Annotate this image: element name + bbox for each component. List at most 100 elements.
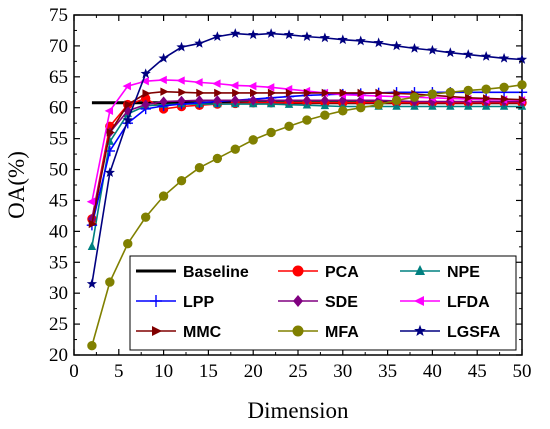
legend-marker (150, 295, 162, 307)
data-point-mmc (106, 128, 116, 137)
data-point-sde (231, 95, 240, 106)
data-point-lfda (248, 81, 257, 91)
data-point-mmc (250, 88, 259, 98)
data-point-lgsfa (248, 29, 259, 40)
data-point-mmc (393, 89, 402, 98)
legend-marker (293, 295, 303, 307)
data-point-sde (284, 95, 294, 106)
y-tick-label: 50 (49, 160, 68, 181)
legend-item-lgsfa: LGSFA (400, 324, 501, 341)
legend-item-mmc: MMC (136, 324, 222, 341)
series-line-lgsfa (91, 32, 523, 285)
legend-marker (292, 265, 304, 277)
data-point-lgsfa (337, 34, 348, 45)
data-point-mmc (357, 88, 366, 98)
legend-label: NPE (447, 264, 480, 281)
data-point-mfa (391, 95, 402, 106)
data-point-sde (266, 95, 276, 106)
data-point-lgsfa (86, 278, 98, 289)
series-layer (86, 28, 528, 351)
y-axis-title: OA(%) (4, 151, 29, 219)
legend-item-pca: PCA (278, 264, 359, 281)
y-tick-label: 55 (49, 129, 68, 150)
data-point-mfa (463, 85, 473, 96)
data-point-mfa (105, 277, 115, 287)
data-point-lgsfa (319, 32, 331, 43)
y-tick-label: 25 (49, 314, 68, 335)
data-point-lgsfa (265, 28, 277, 38)
data-point-mmc (124, 100, 133, 109)
data-point-mmc (321, 88, 331, 98)
data-point-lfda (176, 76, 185, 85)
data-point-lfda (158, 75, 167, 85)
y-tick-label: 65 (49, 67, 68, 88)
x-tick-label: 10 (154, 361, 173, 382)
y-tick-label: 60 (49, 98, 68, 119)
legend-marker (415, 265, 425, 275)
legend-label: LPP (183, 294, 214, 311)
y-tick-label: 70 (49, 36, 68, 57)
data-point-lgsfa (481, 51, 492, 61)
data-point-mfa (123, 239, 133, 249)
x-tick-label: 20 (244, 361, 263, 382)
data-point-mmc (160, 87, 169, 96)
data-point-npe (87, 241, 97, 251)
data-point-mmc (88, 219, 98, 229)
data-point-lgsfa (176, 41, 187, 52)
legend-item-npe: NPE (400, 264, 480, 281)
legend-box (129, 255, 517, 351)
data-point-lgsfa (212, 31, 223, 42)
data-point-mfa (373, 99, 384, 110)
data-point-mfa (266, 127, 276, 138)
data-point-mfa (158, 191, 169, 201)
legend-label: MFA (325, 324, 359, 341)
data-point-mfa (284, 121, 294, 131)
data-point-lfda (194, 78, 203, 87)
data-point-sde (213, 95, 222, 106)
data-point-lgsfa (498, 52, 510, 63)
data-point-lfda (104, 106, 114, 116)
data-point-mfa (356, 103, 366, 113)
data-point-mfa (212, 153, 223, 164)
data-point-sde (159, 96, 168, 107)
data-point-lgsfa (409, 42, 420, 53)
data-point-lgsfa (516, 54, 528, 64)
series-lgsfa (86, 28, 528, 289)
x-tick-label: 45 (468, 361, 487, 382)
data-point-lfda (212, 79, 221, 88)
data-point-mfa (517, 80, 527, 90)
data-point-sde (320, 95, 330, 106)
legend-item-mfa: MFA (278, 324, 359, 341)
legend-label: LGSFA (447, 324, 501, 341)
data-point-sde (195, 95, 204, 106)
data-point-mmc (375, 88, 384, 98)
series-sde (87, 95, 527, 225)
data-point-lfda (86, 197, 96, 206)
legend-label: LFDA (447, 294, 490, 311)
data-point-mfa (302, 115, 312, 125)
data-point-mmc (196, 88, 205, 98)
data-point-mmc (482, 94, 492, 103)
data-point-lgsfa (301, 31, 313, 42)
data-point-mmc (285, 88, 295, 98)
data-point-mfa (445, 87, 456, 97)
legend-item-lpp: LPP (136, 294, 214, 311)
x-tick-label: 30 (333, 361, 352, 382)
data-point-lgsfa (122, 114, 133, 125)
data-point-mfa (176, 175, 187, 186)
data-point-lgsfa (140, 68, 151, 79)
legend-label: SDE (325, 294, 358, 311)
data-point-lgsfa (391, 40, 402, 51)
data-point-mfa (481, 84, 491, 94)
x-tick-label: 35 (378, 361, 397, 382)
data-point-mfa (427, 89, 438, 99)
legend-label: PCA (325, 264, 359, 281)
data-point-mfa (87, 341, 97, 351)
data-point-sde (177, 95, 186, 107)
data-point-lfda (230, 81, 239, 90)
legend-item-sde: SDE (278, 294, 358, 311)
data-point-mmc (142, 89, 151, 98)
data-point-lfda (122, 81, 131, 91)
data-point-mfa (194, 162, 205, 173)
x-tick-label: 15 (199, 361, 218, 382)
